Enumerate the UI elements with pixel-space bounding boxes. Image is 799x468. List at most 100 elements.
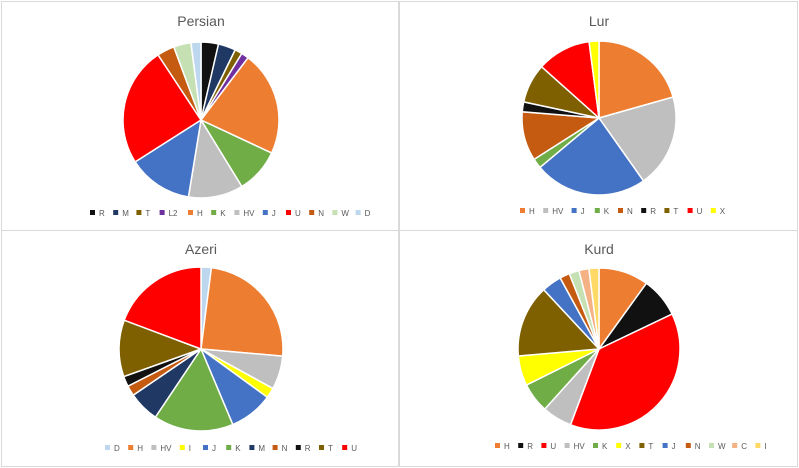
lur-legend-label-x: X bbox=[720, 207, 726, 216]
lur-legend-label-h: H bbox=[529, 207, 535, 216]
lur-legend-swatch-k bbox=[594, 208, 600, 213]
lur-legend-swatch-u bbox=[687, 208, 693, 213]
persian-legend-swatch-d bbox=[355, 210, 361, 215]
azeri-chart-panel: Azeri D H HV I J K M N R T U bbox=[1, 230, 399, 467]
kurd-legend-swatch-w bbox=[709, 443, 714, 448]
kurd-legend-swatch-r bbox=[518, 443, 524, 448]
persian-legend-label-m: M bbox=[122, 209, 129, 218]
persian-legend-label-w: W bbox=[341, 209, 349, 218]
azeri-legend-swatch-u bbox=[342, 445, 348, 450]
azeri-pie-chart: Azeri D H HV I J K M N R T U bbox=[105, 241, 357, 453]
azeri-legend-swatch-i bbox=[179, 445, 185, 450]
azeri-legend-swatch-t bbox=[319, 445, 324, 450]
lur-legend-swatch-j bbox=[571, 208, 577, 213]
persian-legend-swatch-t bbox=[136, 210, 142, 215]
kurd-legend-swatch-x bbox=[616, 443, 622, 448]
azeri-legend-swatch-j bbox=[203, 445, 208, 450]
kurd-legend-label-hv: HV bbox=[574, 442, 586, 451]
kurd-legend-swatch-i bbox=[755, 443, 761, 448]
kurd-slice-i bbox=[588, 267, 600, 350]
azeri-slice-u bbox=[123, 266, 202, 351]
kurd-legend-swatch-u bbox=[541, 443, 547, 448]
lur-chart-panel: Lur H HV J K N R T U X bbox=[399, 1, 798, 231]
kurd-legend-label-u: U bbox=[550, 442, 556, 451]
kurd-chart-title: Kurd bbox=[584, 241, 614, 257]
persian-legend-label-n: N bbox=[318, 209, 324, 218]
lur-legend-swatch-r bbox=[641, 208, 647, 213]
persian-legend-swatch-n bbox=[309, 210, 315, 215]
kurd-slice-t bbox=[517, 288, 601, 357]
azeri-legend-label-r: R bbox=[305, 444, 311, 453]
kurd-legend-swatch-c bbox=[732, 443, 738, 448]
persian-chart-panel: Persian R M T L2 H K HV J U N W D bbox=[1, 1, 399, 231]
persian-legend-swatch-w bbox=[332, 210, 338, 215]
lur-slice-x bbox=[588, 40, 600, 119]
azeri-legend-swatch-h bbox=[128, 445, 134, 450]
azeri-legend-swatch-r bbox=[295, 445, 301, 450]
persian-legend-swatch-r bbox=[90, 210, 95, 215]
persian-legend-swatch-u bbox=[286, 210, 291, 215]
lur-legend-label-k: K bbox=[604, 207, 610, 216]
lur-chart-title: Lur bbox=[589, 13, 610, 29]
kurd-legend-label-c: C bbox=[741, 442, 747, 451]
kurd-legend-label-k: K bbox=[602, 442, 608, 451]
lur-legend-swatch-t bbox=[664, 208, 670, 213]
lur-legend-label-j: J bbox=[581, 207, 585, 216]
persian-legend-label-l2: L2 bbox=[169, 209, 178, 218]
lur-legend-label-n: N bbox=[627, 207, 633, 216]
azeri-slice-k bbox=[154, 347, 234, 432]
kurd-legend-swatch-t bbox=[639, 443, 645, 448]
kurd-legend-label-j: J bbox=[672, 442, 676, 451]
azeri-legend-label-k: K bbox=[235, 444, 241, 453]
kurd-legend-label-n: N bbox=[695, 442, 701, 451]
persian-legend-label-r: R bbox=[99, 209, 105, 218]
lur-legend-label-u: U bbox=[697, 207, 703, 216]
persian-legend-label-t: T bbox=[145, 209, 150, 218]
lur-legend-swatch-h bbox=[520, 208, 525, 213]
azeri-legend-label-h: H bbox=[137, 444, 143, 453]
kurd-legend-label-r: R bbox=[527, 442, 533, 451]
persian-legend-swatch-m bbox=[113, 210, 119, 215]
kurd-legend-label-x: X bbox=[625, 442, 631, 451]
persian-legend-label-u: U bbox=[295, 209, 301, 218]
kurd-legend-label-h: H bbox=[504, 442, 510, 451]
lur-slice-hv bbox=[597, 96, 677, 182]
persian-legend-label-j: J bbox=[272, 209, 276, 218]
persian-legend-label-d: D bbox=[365, 209, 371, 218]
azeri-legend-swatch-n bbox=[272, 445, 278, 450]
persian-legend-swatch-h bbox=[188, 210, 193, 215]
kurd-legend-swatch-h bbox=[495, 443, 500, 448]
kurd-legend-swatch-k bbox=[593, 443, 598, 448]
persian-chart-title: Persian bbox=[177, 13, 224, 29]
azeri-legend-label-u: U bbox=[351, 444, 357, 453]
kurd-legend-label-i: I bbox=[764, 442, 766, 451]
persian-slice-j bbox=[134, 118, 203, 198]
azeri-legend-swatch-m bbox=[249, 445, 255, 450]
kurd-legend-swatch-j bbox=[662, 443, 668, 448]
azeri-legend-swatch-k bbox=[226, 445, 232, 450]
azeri-chart-title: Azeri bbox=[185, 241, 217, 257]
azeri-legend-label-d: D bbox=[114, 444, 120, 453]
kurd-legend-label-t: T bbox=[648, 442, 653, 451]
persian-legend-label-k: K bbox=[220, 209, 226, 218]
azeri-legend-label-t: T bbox=[328, 444, 333, 453]
kurd-legend-swatch-n bbox=[685, 443, 691, 448]
persian-legend-swatch-j bbox=[262, 210, 268, 215]
lur-slice-h bbox=[598, 40, 675, 119]
lur-pie-chart: Lur H HV J K N R T U X bbox=[520, 13, 726, 216]
azeri-legend-label-m: M bbox=[258, 444, 265, 453]
persian-legend-swatch-l2 bbox=[159, 210, 165, 215]
azeri-slice-h bbox=[200, 266, 284, 357]
lur-legend-label-t: T bbox=[673, 207, 678, 216]
lur-legend-label-r: R bbox=[650, 207, 656, 216]
azeri-legend-label-i: I bbox=[189, 444, 191, 453]
lur-legend-swatch-n bbox=[618, 208, 623, 213]
azeri-legend-label-hv: HV bbox=[160, 444, 172, 453]
persian-legend-swatch-k bbox=[211, 210, 217, 215]
kurd-chart-panel: Kurd H R U HV K X T J N W C I bbox=[399, 230, 798, 467]
azeri-legend-label-j: J bbox=[212, 444, 216, 453]
kurd-slice-u bbox=[569, 313, 681, 431]
kurd-pie-chart: Kurd H R U HV K X T J N W C I bbox=[495, 241, 767, 451]
persian-legend-swatch-hv bbox=[234, 210, 240, 215]
lur-slice-j bbox=[538, 116, 645, 196]
